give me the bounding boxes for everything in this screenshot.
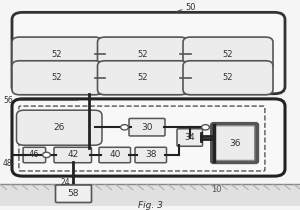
FancyBboxPatch shape <box>135 147 166 163</box>
FancyBboxPatch shape <box>12 12 285 94</box>
FancyBboxPatch shape <box>0 184 300 206</box>
Text: 30: 30 <box>141 123 153 132</box>
Text: 26: 26 <box>53 123 65 132</box>
FancyBboxPatch shape <box>129 118 165 136</box>
FancyBboxPatch shape <box>12 99 285 176</box>
FancyBboxPatch shape <box>56 185 92 202</box>
FancyBboxPatch shape <box>214 126 255 160</box>
Text: 52: 52 <box>223 50 233 59</box>
FancyBboxPatch shape <box>99 147 130 163</box>
Text: 38: 38 <box>145 150 157 159</box>
FancyBboxPatch shape <box>23 147 46 163</box>
Circle shape <box>43 152 50 158</box>
FancyBboxPatch shape <box>177 129 203 146</box>
FancyBboxPatch shape <box>212 124 257 162</box>
Text: 48: 48 <box>3 159 13 168</box>
Text: 52: 52 <box>223 73 233 82</box>
Text: 34: 34 <box>184 133 195 142</box>
Text: 56: 56 <box>3 96 13 105</box>
Text: 50: 50 <box>185 3 196 12</box>
FancyBboxPatch shape <box>183 61 273 95</box>
Text: 52: 52 <box>137 50 148 59</box>
FancyBboxPatch shape <box>183 37 273 71</box>
Text: 58: 58 <box>68 189 79 198</box>
Text: 10: 10 <box>211 185 221 194</box>
FancyBboxPatch shape <box>98 37 188 71</box>
Text: 52: 52 <box>52 50 62 59</box>
FancyBboxPatch shape <box>98 61 188 95</box>
Text: 36: 36 <box>229 139 240 148</box>
Text: 42: 42 <box>67 150 78 159</box>
FancyBboxPatch shape <box>16 110 102 145</box>
FancyBboxPatch shape <box>12 61 102 95</box>
FancyBboxPatch shape <box>54 147 92 163</box>
Text: 46: 46 <box>29 150 40 159</box>
Text: 52: 52 <box>137 73 148 82</box>
Text: 52: 52 <box>52 73 62 82</box>
Text: Fig. 3: Fig. 3 <box>138 201 162 210</box>
Circle shape <box>202 125 209 130</box>
Text: 24: 24 <box>61 178 70 187</box>
Text: 40: 40 <box>109 150 120 159</box>
FancyBboxPatch shape <box>12 37 102 71</box>
Circle shape <box>121 125 128 130</box>
